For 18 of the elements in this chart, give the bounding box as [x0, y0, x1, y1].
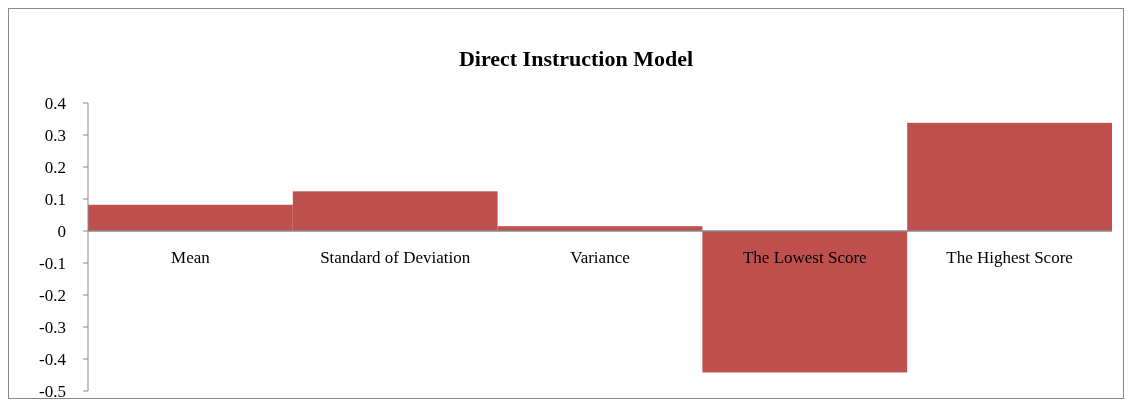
- x-tick-label: The Highest Score: [946, 248, 1073, 267]
- y-tick-label: 0.4: [44, 94, 67, 113]
- y-tick-label: 0: [57, 222, 66, 241]
- x-tick-label: Mean: [171, 248, 211, 267]
- y-tick-label: -0.2: [39, 286, 66, 305]
- y-tick-label: 0.2: [44, 158, 66, 177]
- y-tick-label: -0.1: [39, 254, 66, 273]
- x-tick-label: Standard of Deviation: [320, 248, 471, 267]
- y-tick-label: -0.5: [39, 382, 66, 401]
- bar: [907, 122, 1112, 231]
- x-tick-label: Variance: [570, 248, 630, 267]
- y-tick-label: -0.4: [39, 350, 67, 369]
- y-tick-label: -0.3: [39, 318, 66, 337]
- y-tick-label: 0.1: [44, 190, 66, 209]
- x-tick-label: The Lowest Score: [742, 248, 867, 267]
- bar: [702, 231, 908, 373]
- chart-title: Direct Instruction Model: [458, 46, 694, 71]
- y-tick-label: 0.3: [44, 126, 66, 145]
